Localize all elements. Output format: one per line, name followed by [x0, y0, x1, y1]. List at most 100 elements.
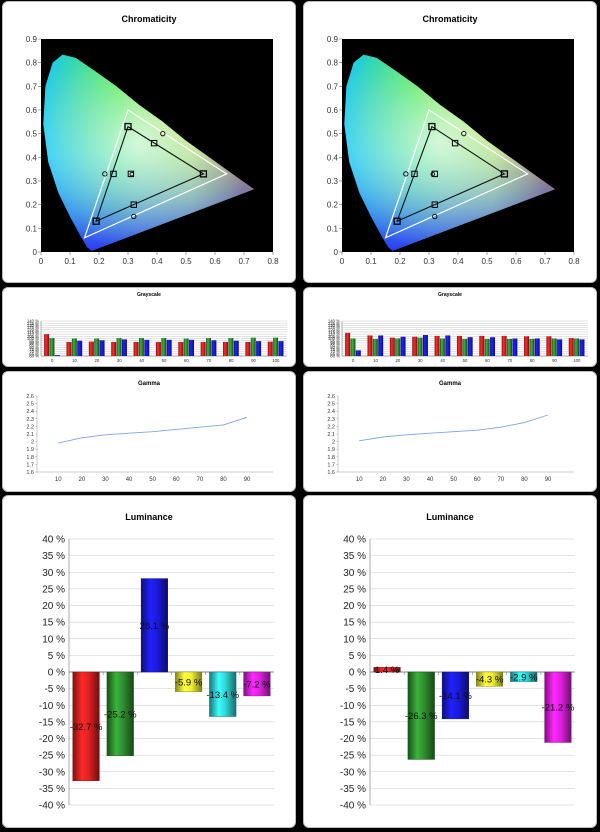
- y-tick-label: -35 %: [340, 784, 366, 795]
- x-tick-label: 40: [440, 358, 445, 363]
- y-tick-label: 30 %: [42, 568, 65, 579]
- y-tick-label: -25 %: [39, 751, 65, 762]
- data-label: -21.2 %: [542, 703, 575, 714]
- y-tick-label: 135 %: [328, 321, 340, 326]
- secondary-point: [130, 201, 138, 208]
- primary-point: [428, 122, 436, 131]
- y-tick-label: 30 %: [343, 568, 366, 579]
- x-tick-label: 20: [78, 477, 85, 483]
- y-tick-label: 60 %: [29, 354, 39, 359]
- x-tick-label: 0: [352, 358, 355, 363]
- white-target-point: [430, 171, 435, 177]
- x-tick-label: 0.6: [510, 257, 522, 266]
- gray-bar-red: [133, 342, 139, 356]
- y-tick-label: 0: [33, 248, 38, 257]
- gray-bar-blue: [77, 340, 83, 356]
- x-tick-label: 50: [450, 477, 457, 483]
- gray-bar-red: [434, 335, 440, 356]
- y-tick-label: 140 %: [27, 319, 39, 324]
- y-tick-label: 0.5: [327, 130, 339, 139]
- x-tick-label: 40: [427, 477, 434, 483]
- x-tick-label: 0.4: [452, 257, 464, 266]
- secondary-target-point: [432, 213, 438, 220]
- y-tick-label: 2.3: [26, 417, 34, 423]
- x-tick-label: 0.5: [481, 257, 493, 266]
- luminance-chart-right: -40 % -35 % -30 % -25 % -20 % -15 % -10 % -5 % 0…: [340, 535, 575, 812]
- gamma-line: [58, 416, 248, 444]
- y-tick-label: 110 %: [27, 332, 39, 337]
- gray-bar-blue: [355, 350, 361, 356]
- y-tick-label: 120 %: [328, 327, 340, 332]
- x-tick-label: 0: [340, 257, 345, 266]
- y-tick-label: 20 %: [343, 601, 366, 612]
- chart-title: Luminance: [426, 512, 474, 522]
- y-tick-label: 2.5: [26, 402, 34, 408]
- x-tick-label: 0.3: [423, 257, 435, 266]
- y-tick-label: 2: [31, 440, 34, 446]
- chart-title: Grayscale: [438, 292, 462, 298]
- gray-bar-green: [71, 338, 77, 356]
- y-tick-label: 2.2: [26, 424, 34, 430]
- gamma-panel-left: Gamma 1.6 1.7 1.8 1.9 2 2.1 2.2 2.3 2.4 2.5 2.6 10 2…: [2, 371, 296, 492]
- secondary-target-point: [160, 131, 166, 137]
- chart-title: Grayscale: [137, 292, 161, 298]
- x-tick-label: 70: [507, 358, 512, 363]
- x-tick-label: 0.4: [151, 257, 163, 266]
- y-tick-label: 35 %: [42, 551, 65, 562]
- secondary-target-point: [102, 171, 108, 177]
- gray-bar-red: [389, 337, 395, 356]
- chromaticity-chart-right: 0 0.1 0.2 0.3 0.4 0.5 0.6 0.7 0.8 0 0.1 0.2 0.3 0.4 0.…: [327, 35, 580, 266]
- x-tick-label: 10: [356, 477, 363, 483]
- y-tick-label: -30 %: [39, 767, 65, 778]
- x-tick-label: 0.7: [539, 257, 551, 266]
- x-tick-label: 50: [463, 358, 468, 363]
- gray-bar-blue: [233, 340, 239, 356]
- y-tick-label: 105 %: [328, 334, 340, 339]
- x-tick-label: 50: [149, 477, 156, 483]
- y-tick-label: 0.7: [327, 82, 339, 91]
- y-tick-label: 0.1: [26, 224, 38, 233]
- y-tick-label: 0.7: [26, 82, 38, 91]
- y-tick-label: 60 %: [330, 354, 340, 359]
- x-tick-label: 80: [229, 358, 234, 363]
- y-tick-label: 0.4: [327, 153, 339, 162]
- x-tick-label: 20: [396, 358, 401, 363]
- y-tick-label: 1.8: [26, 455, 34, 461]
- x-tick-label: 70: [196, 477, 203, 483]
- y-tick-label: -40 %: [340, 801, 366, 812]
- data-label: 1.4 %: [375, 665, 400, 676]
- white-point: [431, 170, 439, 178]
- y-tick-label: 130 %: [328, 323, 340, 328]
- y-tick-label: -25 %: [340, 751, 366, 762]
- y-tick-label: 0.5: [26, 130, 38, 139]
- y-tick-label: 70 %: [330, 349, 340, 354]
- luminance-panel-right: Luminance -40 % -35 % -30 % -25 % -20 % -15 %…: [303, 495, 597, 828]
- gray-bar-red: [524, 336, 530, 356]
- primary-point: [500, 170, 509, 178]
- y-tick-label: 2.4: [327, 409, 335, 415]
- x-tick-label: 40: [139, 358, 144, 363]
- grayscale-panel-right: Grayscale 60 % 65 % 70 % 75 % 80 % 85 % 90 % 95…: [303, 287, 597, 367]
- secondary-point: [411, 170, 418, 178]
- x-tick-label: 70: [497, 477, 504, 483]
- gray-bar-blue: [579, 339, 585, 356]
- measured-gamut-triangle: [95, 125, 205, 223]
- y-tick-label: 100 %: [328, 336, 340, 341]
- gray-bar-blue: [166, 339, 172, 356]
- gray-bar-red: [200, 342, 206, 356]
- y-tick-label: 85 %: [330, 343, 340, 348]
- data-label: -4.3 %: [476, 675, 504, 686]
- spectral-locus-white: [344, 54, 556, 251]
- gray-bar-blue: [445, 335, 451, 356]
- gray-bar-blue: [256, 341, 262, 356]
- gray-bar-blue: [534, 338, 540, 356]
- secondary-target-point: [131, 213, 137, 220]
- data-label: -26.3 %: [405, 711, 438, 722]
- x-tick-label: 0.1: [64, 257, 76, 266]
- white-target-point: [129, 171, 134, 177]
- x-tick-label: 0.2: [93, 257, 105, 266]
- y-tick-label: 0.8: [26, 59, 38, 68]
- gray-bar-blue: [99, 340, 105, 356]
- secondary-target-point: [461, 131, 467, 137]
- y-tick-label: 125 %: [328, 325, 340, 330]
